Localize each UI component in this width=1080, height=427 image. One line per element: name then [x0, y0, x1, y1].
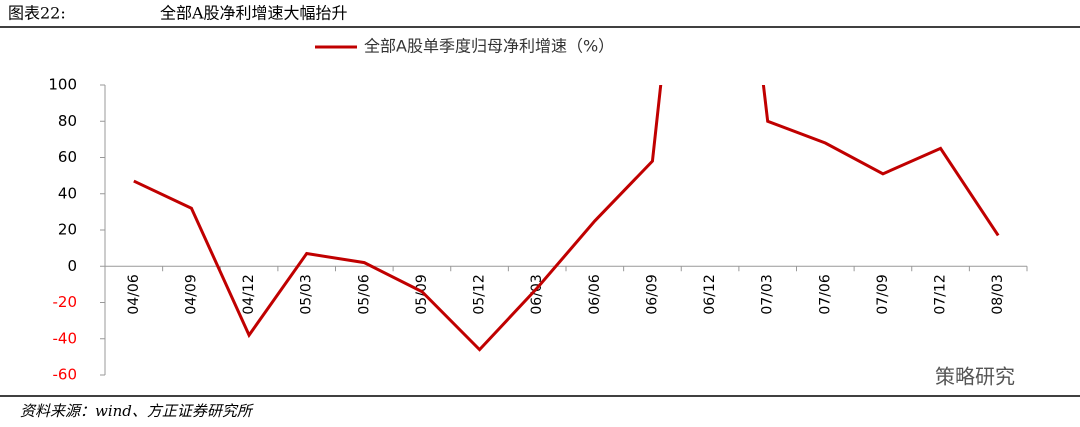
source: 资料来源：wind、方正证券研究所 [20, 402, 254, 420]
x-tick-label: 06/12 [702, 274, 718, 314]
x-tick-label: 07/12 [933, 274, 949, 314]
y-tick-label: 20 [58, 221, 77, 239]
x-tick-label: 07/09 [875, 274, 891, 314]
x-tick-label: 05/09 [414, 274, 430, 314]
y-tick-label: 0 [67, 257, 77, 275]
x-tick-label: 04/12 [241, 274, 257, 314]
y-tick-label: 60 [58, 148, 77, 166]
watermark: 策略研究 [935, 365, 1015, 389]
x-tick-label: 05/03 [299, 274, 315, 314]
x-tick-label: 07/03 [760, 274, 776, 314]
x-tick-label: 06/09 [644, 274, 660, 314]
x-tick-label: 06/06 [587, 274, 603, 314]
y-tick-label: -20 [53, 293, 78, 311]
x-tick-label: 08/03 [990, 274, 1006, 314]
x-tick-label: 05/12 [472, 274, 488, 314]
x-tick-label: 05/06 [356, 274, 372, 314]
line [133, 85, 1000, 352]
figure-label: 图表22: [8, 4, 66, 23]
legend-label: 全部A股单季度归母净利增速（%） [364, 37, 614, 56]
x-tick-label: 04/06 [126, 274, 142, 314]
x-tick-label: 04/09 [183, 274, 199, 314]
y-tick-label: 40 [58, 184, 77, 202]
y-tick-label: -40 [53, 329, 78, 347]
figure-title: 全部A股净利增速大幅抬升 [160, 4, 348, 23]
y-tick-label: 100 [48, 76, 77, 94]
y-tick-label: 80 [58, 112, 77, 130]
x-tick-label: 07/06 [817, 274, 833, 314]
y-tick-label: -60 [53, 366, 78, 384]
